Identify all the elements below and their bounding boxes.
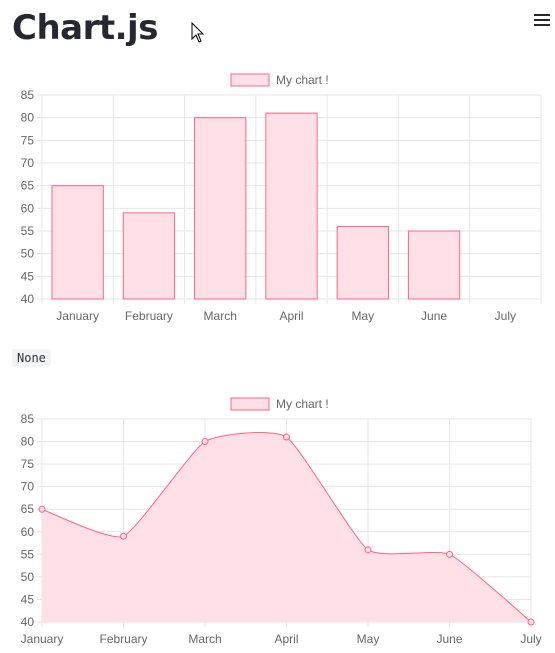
code-output: None <box>12 349 51 367</box>
y-tick-label: 75 <box>21 457 35 471</box>
y-tick-label: 80 <box>21 435 35 449</box>
data-point <box>201 438 209 446</box>
y-tick-label: 55 <box>21 224 35 238</box>
bar <box>122 212 176 300</box>
x-tick-label: January <box>21 632 64 646</box>
data-point <box>446 550 453 558</box>
x-tick-label: March <box>204 309 237 323</box>
y-tick-label: 50 <box>21 247 35 261</box>
legend-swatch <box>230 73 270 87</box>
mouse-cursor-icon <box>191 22 205 43</box>
bar <box>194 117 247 300</box>
x-tick-label: July <box>520 632 541 646</box>
y-tick-label: 60 <box>21 525 35 539</box>
x-tick-label: February <box>125 309 173 323</box>
x-tick-label: July <box>495 309 516 323</box>
y-tick-label: 85 <box>21 88 35 102</box>
y-tick-label: 70 <box>21 156 35 170</box>
y-tick-label: 75 <box>21 133 35 147</box>
y-tick-label: 70 <box>21 480 35 494</box>
y-tick-label: 45 <box>21 269 35 283</box>
y-tick-label: 80 <box>21 111 35 125</box>
x-tick-label: March <box>188 632 221 646</box>
data-point <box>364 546 372 554</box>
line-chart: My chart ! 85 80 75 70 65 60 55 50 45 40 January Feb… <box>21 397 542 646</box>
data-point <box>527 618 535 626</box>
data-point <box>120 532 127 540</box>
legend-label: My chart ! <box>276 397 329 411</box>
area-fill <box>42 432 531 622</box>
x-tick-label: April <box>274 632 298 646</box>
x-tick-label: May <box>351 309 374 323</box>
bar <box>265 112 318 300</box>
y-tick-label: 65 <box>21 179 35 193</box>
y-tick-label: 65 <box>21 502 35 516</box>
x-tick-label: April <box>279 309 303 323</box>
bar <box>336 225 389 300</box>
y-tick-label: 50 <box>21 570 35 584</box>
legend-swatch <box>230 397 270 411</box>
x-tick-label: May <box>357 632 380 646</box>
page-title: Chart.js <box>12 8 158 48</box>
y-tick-label: 60 <box>21 201 35 215</box>
y-tick-label: 40 <box>21 292 35 306</box>
x-tick-label: January <box>56 309 99 323</box>
hamburger-menu-icon[interactable] <box>534 14 550 28</box>
y-tick-label: 45 <box>21 592 35 606</box>
bar <box>407 230 461 300</box>
y-tick-label: 55 <box>21 547 35 561</box>
bar <box>51 185 104 300</box>
data-point <box>38 505 46 513</box>
x-tick-label: June <box>436 632 462 646</box>
y-tick-label: 85 <box>21 412 35 426</box>
x-tick-label: February <box>99 632 147 646</box>
data-point <box>283 433 290 441</box>
legend-label: My chart ! <box>276 73 329 87</box>
x-tick-label: June <box>421 309 447 323</box>
bar-chart: My chart ! 85 80 75 70 65 60 55 50 45 40 January Feb… <box>21 73 542 323</box>
y-tick-label: 40 <box>21 615 35 629</box>
